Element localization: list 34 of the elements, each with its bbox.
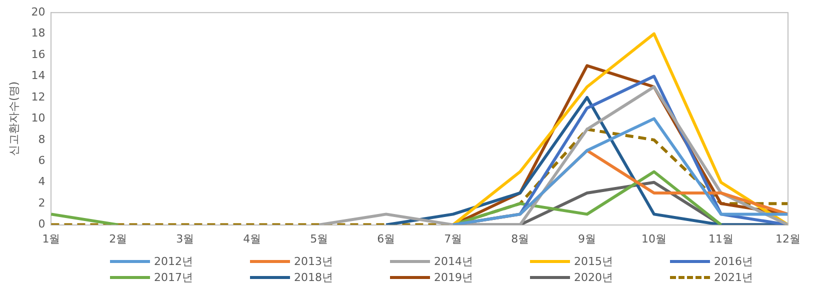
x-tick-label: 8월 — [511, 232, 530, 246]
x-tick-label: 9월 — [578, 232, 596, 246]
x-tick-label: 5월 — [310, 232, 328, 246]
x-tick-label: 10월 — [642, 232, 667, 246]
legend-label: 2015년 — [574, 254, 613, 269]
legend-label: 2012년 — [154, 254, 193, 269]
y-tick-label: 20 — [31, 5, 46, 18]
y-tick-label: 6 — [38, 154, 46, 167]
x-tick-label: 4월 — [243, 232, 262, 246]
x-tick-label: 1월 — [42, 232, 60, 246]
legend-label: 2013년 — [294, 254, 333, 269]
y-tick-label: 2 — [38, 196, 46, 210]
x-tick-label: 12월 — [776, 232, 800, 246]
x-tick-label: 11월 — [708, 232, 734, 246]
y-tick-label: 14 — [31, 69, 46, 82]
legend-label: 2019년 — [434, 270, 473, 285]
legend-label: 2014년 — [434, 254, 473, 269]
y-tick-label: 4 — [38, 175, 46, 188]
y-tick-label: 18 — [31, 26, 46, 40]
y-tick-label: 0 — [38, 218, 46, 231]
y-axis-title: 신고환자수(명) — [7, 81, 20, 156]
x-tick-label: 2월 — [109, 232, 128, 246]
legend-label: 2017년 — [154, 270, 193, 285]
legend-label: 2018년 — [294, 270, 333, 285]
y-tick-label: 8 — [38, 132, 46, 146]
y-tick-label: 10 — [31, 112, 46, 125]
y-tick-label: 12 — [31, 90, 46, 104]
x-tick-label: 3월 — [176, 232, 194, 246]
y-tick-label: 16 — [31, 48, 46, 61]
x-tick-label: 6월 — [377, 232, 396, 246]
legend-label: 2020년 — [574, 270, 613, 285]
legend-label: 2021년 — [714, 270, 753, 285]
legend-label: 2016년 — [714, 254, 753, 269]
x-tick-label: 7월 — [444, 232, 462, 246]
